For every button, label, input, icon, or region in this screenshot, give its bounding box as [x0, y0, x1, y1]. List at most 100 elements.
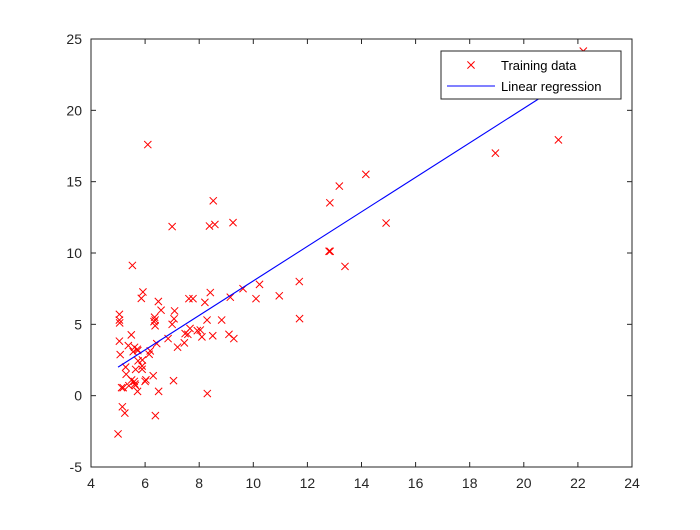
data-point-marker	[170, 306, 179, 315]
x-tick-label: 8	[195, 475, 203, 491]
data-point-marker	[119, 383, 128, 392]
x-tick-label: 20	[516, 475, 532, 491]
y-tick-label: -5	[70, 459, 83, 475]
data-point-marker	[203, 316, 211, 325]
data-point-marker	[137, 294, 146, 303]
plot-area-background	[91, 39, 632, 467]
data-point-marker	[149, 371, 158, 380]
data-point-marker	[196, 326, 205, 334]
data-point-marker	[229, 218, 237, 227]
data-point-marker	[115, 337, 124, 346]
data-point-marker	[295, 277, 304, 286]
legend-marker-training-data	[467, 61, 475, 69]
data-point-marker	[154, 387, 163, 396]
data-point-marker	[151, 321, 160, 330]
data-point-marker	[226, 293, 235, 302]
data-point-marker	[205, 222, 214, 230]
x-tick-label: 10	[246, 475, 262, 491]
legend-box	[440, 50, 622, 100]
data-point-marker	[115, 310, 124, 319]
data-point-marker	[114, 429, 123, 438]
data-point-marker	[210, 220, 219, 229]
data-point-marker	[168, 320, 177, 329]
data-point-marker	[184, 294, 193, 303]
data-point-marker	[255, 280, 264, 289]
data-point-marker	[127, 330, 136, 339]
data-point-marker	[151, 411, 160, 420]
data-point-marker	[252, 294, 260, 303]
axes: 4 6 8 10 12 14 16 18 20 22 24 -5 0 5 10 15 20 25	[66, 31, 640, 491]
data-point-marker	[116, 350, 125, 359]
data-point-marker	[170, 314, 178, 323]
y-tick-label: 0	[74, 388, 82, 404]
x-tick-label: 24	[624, 475, 640, 491]
data-point-marker	[138, 365, 147, 374]
data-point-marker	[554, 135, 563, 144]
data-point-marker	[183, 330, 192, 339]
data-point-marker	[382, 219, 391, 227]
x-tick-label: 12	[300, 475, 316, 491]
data-point-marker	[206, 288, 215, 297]
data-point-marker	[229, 334, 238, 343]
legend: Training data Linear regression	[440, 50, 622, 100]
data-point-marker	[275, 291, 284, 300]
data-point-marker	[193, 326, 202, 335]
y-tick-label: 20	[66, 102, 82, 118]
data-point-marker	[130, 380, 139, 388]
data-point-marker	[154, 297, 163, 306]
data-point-marker	[124, 341, 133, 350]
x-tick-label: 14	[354, 475, 370, 491]
y-tick-label: 25	[66, 31, 82, 47]
data-point-marker	[173, 343, 182, 352]
data-point-marker	[180, 338, 189, 347]
data-point-marker	[115, 318, 124, 327]
legend-label: Training data	[501, 58, 577, 73]
data-point-marker	[128, 261, 137, 270]
data-point-marker	[325, 198, 334, 207]
data-point-marker	[118, 402, 127, 411]
data-point-marker	[491, 149, 500, 158]
data-point-marker	[124, 381, 133, 390]
data-point-marker	[295, 314, 304, 323]
data-point-marker	[143, 140, 152, 149]
x-tick-label: 16	[408, 475, 424, 491]
data-point-marker	[157, 306, 166, 315]
data-point-marker	[217, 316, 226, 325]
data-point-marker	[361, 170, 370, 179]
data-point-marker	[150, 313, 159, 322]
data-point-marker	[122, 370, 131, 379]
data-layer	[114, 47, 588, 438]
data-point-marker	[145, 350, 154, 359]
x-tick-label: 18	[462, 475, 478, 491]
x-tick-label: 22	[570, 475, 586, 491]
data-point-marker	[341, 262, 349, 271]
data-point-marker	[326, 247, 335, 256]
data-point-marker	[120, 409, 129, 418]
y-tick-label: 10	[66, 245, 82, 261]
data-point-marker	[141, 375, 150, 384]
data-point-marker	[133, 387, 142, 396]
data-point-marker	[209, 196, 218, 205]
y-tick-label: 5	[74, 316, 82, 332]
y-tick-label: 15	[66, 174, 82, 190]
data-point-marker	[203, 389, 212, 398]
data-point-marker	[138, 362, 147, 370]
x-tick-label: 6	[141, 475, 149, 491]
data-point-marker	[200, 298, 209, 307]
data-point-marker	[141, 377, 150, 386]
data-point-marker	[189, 294, 197, 303]
data-point-marker	[335, 182, 344, 191]
data-point-marker	[131, 365, 140, 374]
legend-label: Linear regression	[501, 79, 601, 94]
regression-line	[117, 69, 584, 368]
data-point-marker	[117, 383, 126, 392]
data-point-marker	[121, 363, 130, 372]
x-tick-label: 4	[87, 475, 95, 491]
data-point-marker	[138, 356, 147, 364]
data-point-marker	[325, 247, 333, 256]
data-point-marker	[168, 222, 177, 231]
data-point-marker	[208, 331, 217, 340]
data-point-marker	[186, 324, 194, 333]
data-point-marker	[130, 343, 139, 352]
